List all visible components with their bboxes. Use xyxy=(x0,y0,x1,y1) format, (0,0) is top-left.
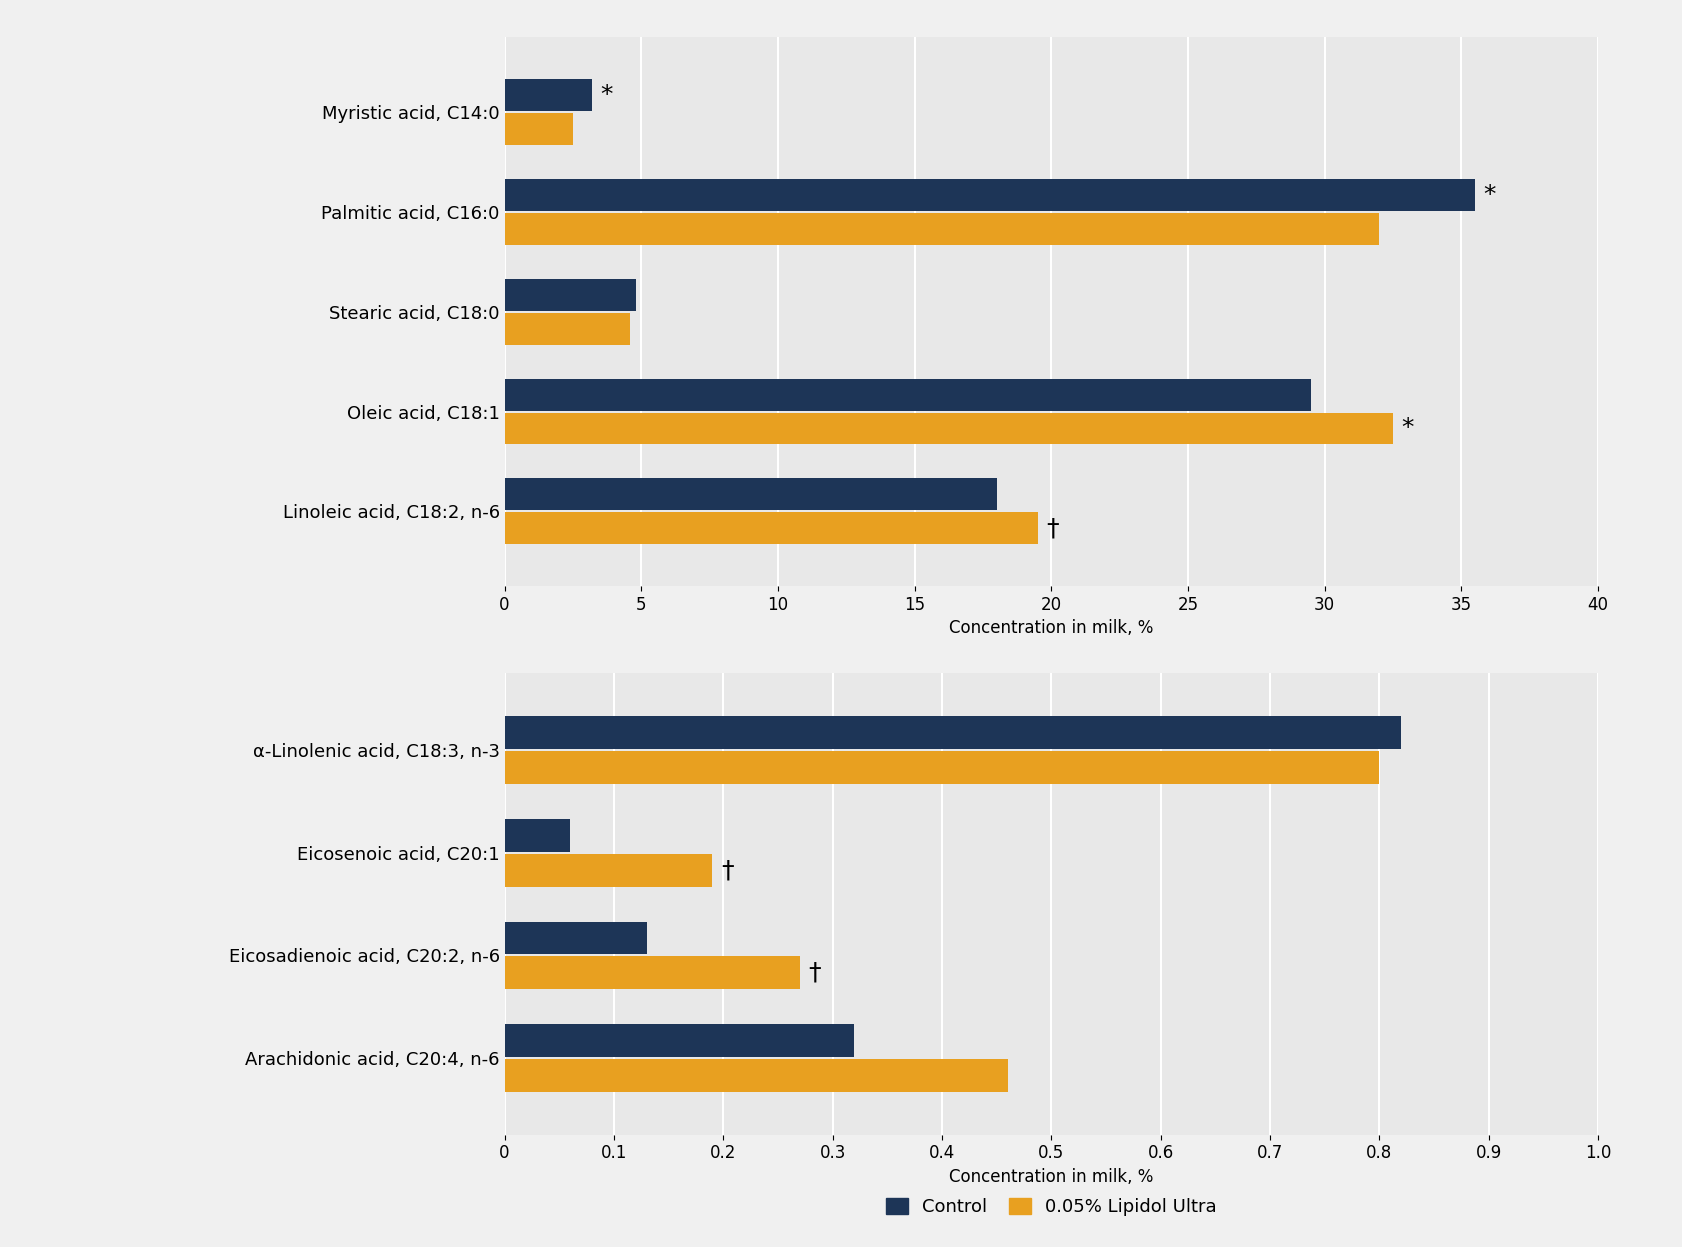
Bar xyxy=(505,379,1310,410)
Legend: Control, 0.05% Lipidol Ultra: Control, 0.05% Lipidol Ultra xyxy=(876,1190,1226,1226)
Text: *: * xyxy=(1401,416,1413,440)
Text: †: † xyxy=(722,858,733,882)
Bar xyxy=(505,413,1393,444)
Text: *: * xyxy=(1484,183,1495,207)
X-axis label: Concentration in milk, %: Concentration in milk, % xyxy=(949,620,1154,637)
Text: †: † xyxy=(809,960,821,985)
Bar xyxy=(505,819,570,852)
Bar xyxy=(505,717,1401,749)
Bar xyxy=(505,80,592,111)
Bar xyxy=(505,854,713,887)
Text: *: * xyxy=(600,84,612,107)
Text: †: † xyxy=(1046,516,1058,540)
X-axis label: Concentration in milk, %: Concentration in milk, % xyxy=(949,1168,1154,1186)
Bar xyxy=(505,956,799,989)
Bar xyxy=(505,479,996,510)
Bar xyxy=(505,1024,854,1057)
Bar xyxy=(505,313,631,344)
Bar xyxy=(505,180,1475,211)
Bar xyxy=(505,1059,1008,1091)
Bar xyxy=(505,751,1379,784)
Bar xyxy=(505,922,646,954)
Bar xyxy=(505,213,1379,244)
Bar xyxy=(505,513,1038,544)
Bar xyxy=(505,279,636,311)
Bar xyxy=(505,113,574,145)
